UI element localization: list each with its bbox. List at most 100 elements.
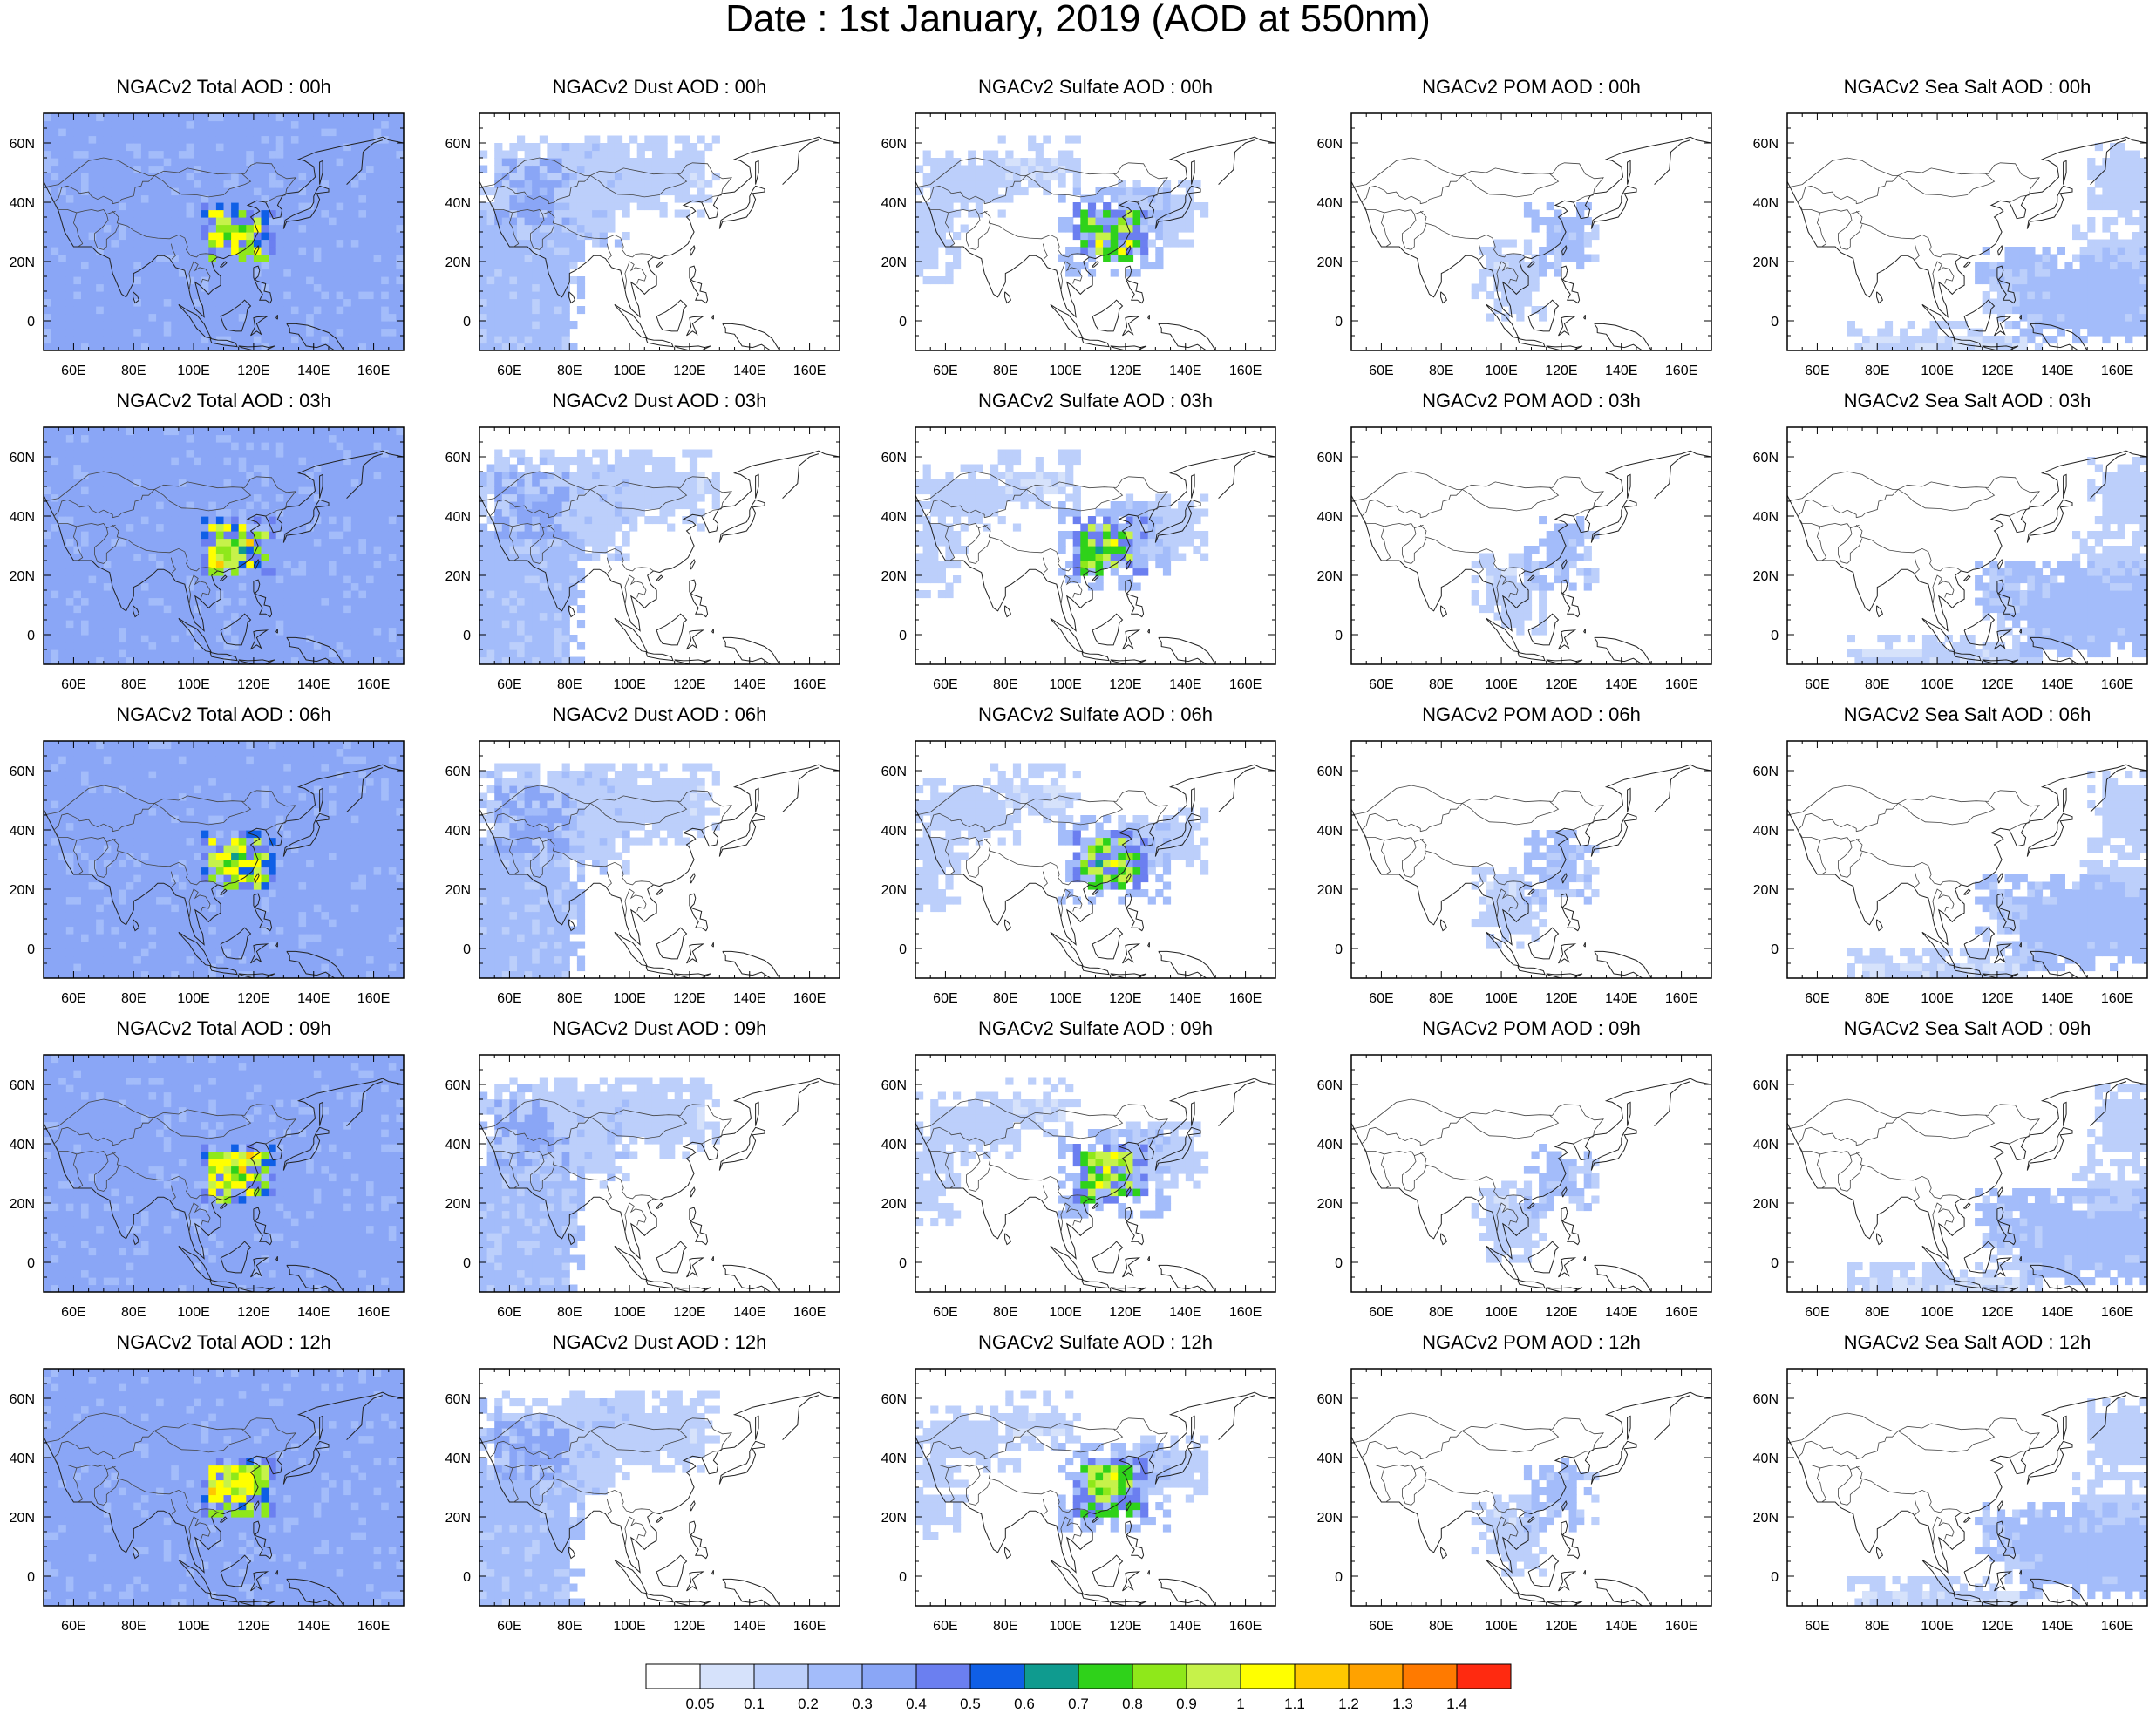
x-tick-label: 80E: [1865, 677, 1889, 692]
colorbar-swatch: [808, 1664, 862, 1689]
colorbar-swatch: [700, 1664, 754, 1689]
x-tick-label: 120E: [673, 364, 705, 378]
x-tick-label: 100E: [1049, 364, 1081, 378]
x-tick-label: 140E: [1169, 1305, 1201, 1320]
colorbar-swatch: [646, 1664, 700, 1689]
x-tick-label: 140E: [1169, 677, 1201, 692]
panel-title: NGACv2 Sulfate AOD : 09h: [915, 1013, 1275, 1044]
x-tick-label: 80E: [1865, 1619, 1889, 1634]
y-tick-label: 20N: [881, 255, 907, 270]
colorbar-swatch: [1295, 1664, 1349, 1689]
y-tick-label: 0: [27, 315, 35, 330]
x-tick-label: 120E: [673, 1619, 705, 1634]
x-tick-label: 100E: [1921, 677, 1953, 692]
y-tick-label: 0: [463, 942, 471, 957]
x-tick-label: 160E: [1229, 677, 1262, 692]
x-tick-label: 60E: [61, 1305, 85, 1320]
x-tick-label: 100E: [1921, 1619, 1953, 1634]
y-tick-label: 40N: [1753, 824, 1779, 839]
y-tick-label: 20N: [881, 1197, 907, 1212]
x-tick-label: 120E: [1981, 677, 2013, 692]
panel-title: NGACv2 Dust AOD : 00h: [479, 71, 840, 103]
x-tick-label: 60E: [1369, 991, 1393, 1006]
y-tick-label: 40N: [10, 1451, 35, 1466]
y-tick-label: 40N: [1317, 510, 1343, 525]
panel-title: NGACv2 Total AOD : 00h: [44, 71, 404, 103]
y-tick-label: 60N: [1317, 1078, 1343, 1093]
x-tick-label: 80E: [993, 364, 1017, 378]
x-tick-label: 80E: [1429, 1305, 1453, 1320]
x-tick-label: 160E: [1229, 991, 1262, 1006]
panel-title: NGACv2 Dust AOD : 12h: [479, 1327, 840, 1358]
x-tick-label: 160E: [793, 1305, 826, 1320]
x-tick-label: 140E: [1169, 364, 1201, 378]
colorbar-swatch: [916, 1664, 970, 1689]
x-tick-label: 120E: [1545, 991, 1577, 1006]
x-tick-label: 80E: [121, 1305, 146, 1320]
x-tick-label: 80E: [993, 1619, 1017, 1634]
y-tick-label: 0: [899, 629, 907, 643]
x-tick-label: 60E: [933, 1305, 957, 1320]
y-tick-label: 0: [463, 1570, 471, 1585]
aod-field: [1472, 1458, 1600, 1577]
x-tick-label: 60E: [61, 364, 85, 378]
x-tick-label: 80E: [1865, 991, 1889, 1006]
x-tick-label: 120E: [1109, 1305, 1141, 1320]
y-tick-label: 20N: [10, 883, 35, 898]
y-tick-label: 0: [1335, 315, 1343, 330]
x-tick-label: 140E: [1605, 991, 1637, 1006]
x-tick-label: 60E: [933, 364, 957, 378]
y-tick-label: 60N: [1753, 451, 1779, 466]
y-tick-label: 40N: [445, 824, 471, 839]
x-tick-label: 60E: [1805, 1305, 1829, 1320]
y-tick-label: 40N: [1317, 1138, 1343, 1152]
x-tick-label: 100E: [1921, 1305, 1953, 1320]
x-tick-label: 160E: [357, 677, 390, 692]
colorbar-label: 1.1: [1284, 1696, 1305, 1712]
colorbar-swatch: [1403, 1664, 1457, 1689]
panel-title: NGACv2 Sulfate AOD : 03h: [915, 385, 1275, 417]
colorbar-label: 1.4: [1446, 1696, 1467, 1712]
x-tick-label: 60E: [61, 1619, 85, 1634]
x-tick-label: 140E: [297, 364, 330, 378]
x-tick-label: 100E: [1485, 1305, 1517, 1320]
x-tick-label: 120E: [1545, 1305, 1577, 1320]
x-tick-label: 100E: [1049, 1619, 1081, 1634]
panel-title: NGACv2 Sea Salt AOD : 00h: [1787, 71, 2147, 103]
y-tick-label: 60N: [10, 765, 35, 779]
colorbar-swatch: [1349, 1664, 1403, 1689]
x-tick-label: 80E: [993, 1305, 1017, 1320]
y-tick-label: 20N: [1317, 883, 1343, 898]
y-tick-label: 20N: [445, 569, 471, 584]
x-tick-label: 140E: [1605, 1305, 1637, 1320]
x-tick-label: 80E: [121, 364, 146, 378]
x-tick-label: 160E: [2101, 364, 2133, 378]
panel-title: NGACv2 POM AOD : 09h: [1351, 1013, 1711, 1044]
x-tick-label: 100E: [613, 364, 645, 378]
y-tick-label: 60N: [1317, 1392, 1343, 1407]
y-tick-label: 40N: [881, 196, 907, 211]
aod-field: [1472, 516, 1600, 636]
x-tick-label: 60E: [1805, 364, 1829, 378]
y-tick-label: 60N: [445, 765, 471, 779]
x-tick-label: 160E: [1665, 1619, 1697, 1634]
x-tick-label: 60E: [1369, 364, 1393, 378]
colorbar-swatch: [1457, 1664, 1511, 1689]
y-tick-label: 60N: [881, 1392, 907, 1407]
x-tick-label: 100E: [177, 991, 209, 1006]
x-tick-label: 100E: [613, 1619, 645, 1634]
y-tick-label: 40N: [1753, 1138, 1779, 1152]
panel-title: NGACv2 Sea Salt AOD : 06h: [1787, 699, 2147, 731]
x-tick-label: 120E: [673, 677, 705, 692]
x-tick-label: 80E: [121, 991, 146, 1006]
x-tick-label: 160E: [1665, 991, 1697, 1006]
